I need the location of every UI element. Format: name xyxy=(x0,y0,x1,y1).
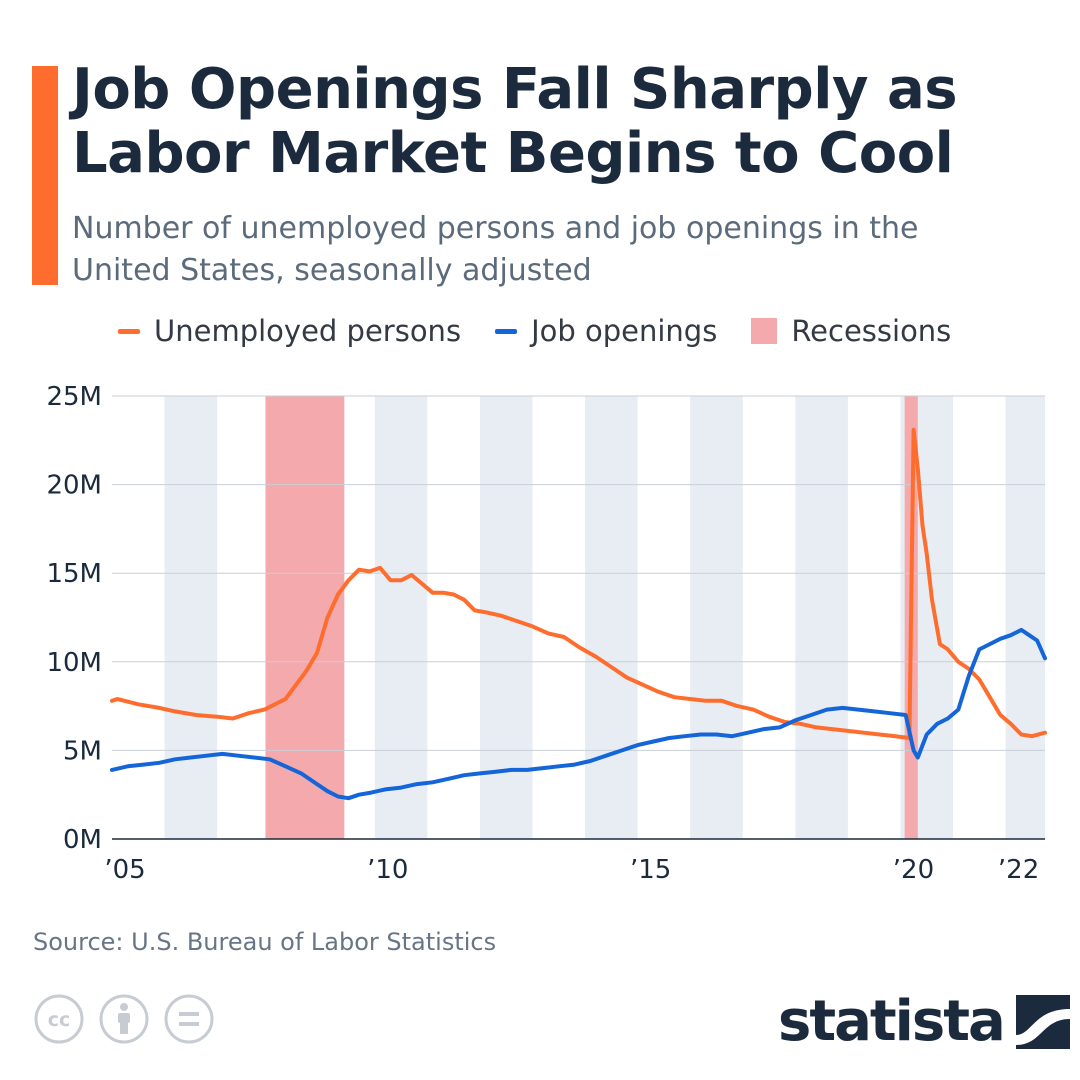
chart-title: Job Openings Fall Sharply as Labor Marke… xyxy=(72,58,1080,186)
attribution-icon[interactable] xyxy=(98,993,150,1045)
gridlines xyxy=(112,395,1045,840)
x-tick-label: ’22 xyxy=(998,855,1039,885)
statista-mark-icon xyxy=(1015,995,1070,1049)
y-tick-label: 0M xyxy=(63,825,102,855)
license-icons: cc xyxy=(33,993,228,1045)
title-text: Job Openings Fall Sharply as Labor Marke… xyxy=(72,57,958,186)
legend-label-openings: Job openings xyxy=(531,314,718,348)
x-tick-label: ’05 xyxy=(104,855,145,885)
y-axis-labels: 0M 5M 10M 15M 20M 25M xyxy=(46,382,102,855)
series-line-job-openings xyxy=(110,627,1047,801)
series-line-unemployed xyxy=(110,427,1047,740)
legend-label-unemployed: Unemployed persons xyxy=(154,314,462,348)
year-band-2010 xyxy=(374,396,428,839)
chart-subtitle: Number of unemployed persons and job ope… xyxy=(72,211,919,288)
year-band-2022 xyxy=(1005,396,1045,839)
year-band-2006 xyxy=(164,396,218,839)
no-derivatives-icon[interactable] xyxy=(163,993,215,1045)
year-band-2016 xyxy=(690,396,743,839)
x-axis-labels: ’05 ’10 ’15 ’20 ’22 xyxy=(104,855,1039,885)
y-tick-label: 25M xyxy=(46,382,102,412)
x-tick-label: ’20 xyxy=(893,855,934,885)
source-note: Source: U.S. Bureau of Labor Statistics xyxy=(33,928,497,956)
line-chart: 0M 5M 10M 15M 20M 25M ’05 ’10 ’15 ’20 ’22 xyxy=(46,382,1047,885)
series-lines xyxy=(110,427,1047,801)
recession-band-1 xyxy=(265,396,345,839)
legend-swatch-recessions xyxy=(751,318,778,344)
legend-item-unemployed: Unemployed persons xyxy=(118,314,461,348)
statista-logo[interactable]: statista xyxy=(778,990,1070,1054)
year-band-2018 xyxy=(795,396,848,839)
legend: Unemployed persons Job openings Recessio… xyxy=(118,314,985,348)
logo-text: statista xyxy=(778,989,1006,1054)
legend-label-recessions: Recessions xyxy=(791,314,952,348)
svg-text:cc: cc xyxy=(48,1009,71,1031)
legend-item-openings: Job openings xyxy=(495,314,717,348)
legend-swatch-openings xyxy=(495,328,518,334)
y-tick-label: 10M xyxy=(46,648,102,678)
cc-icon[interactable]: cc xyxy=(33,993,85,1045)
y-tick-label: 5M xyxy=(63,736,102,766)
legend-item-recessions: Recessions xyxy=(751,314,951,348)
year-band-2014 xyxy=(585,396,638,839)
y-tick-label: 15M xyxy=(46,559,102,589)
y-tick-label: 20M xyxy=(46,471,102,501)
accent-bar xyxy=(32,66,58,285)
legend-swatch-unemployed xyxy=(118,328,140,334)
x-tick-label: ’10 xyxy=(367,855,408,885)
x-tick-label: ’15 xyxy=(630,855,671,885)
